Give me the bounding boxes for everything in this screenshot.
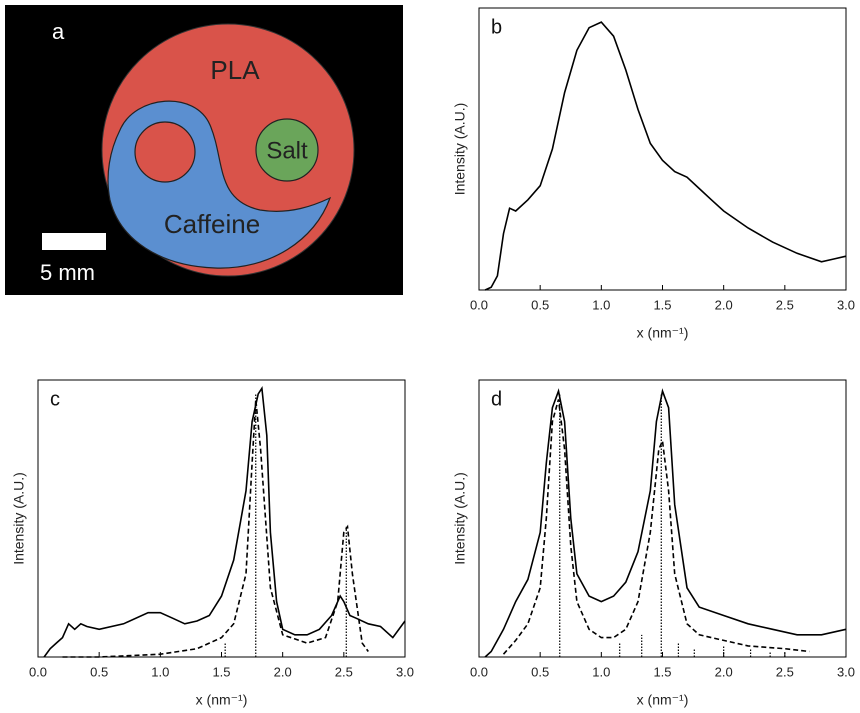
x-tick-label: 2.5 [335,664,353,679]
x-tick-label: 1.0 [592,297,610,312]
y-axis-label: Intensity (A.U.) [11,472,27,565]
x-tick-label: 2.5 [776,664,794,679]
x-tick-label: 0.0 [470,664,488,679]
salt-circle [255,118,319,182]
x-tick-label: 2.0 [274,664,292,679]
region-label: Caffeine [164,209,260,239]
x-tick-label: 1.5 [212,664,230,679]
x-tick-label: 3.0 [837,664,855,679]
x-tick-label: 2.5 [776,297,794,312]
solid-line [484,388,847,658]
x-axis-label: x (nm⁻¹) [637,325,689,341]
scale-bar-label: 5 mm [40,260,95,285]
plot-frame [478,7,847,291]
x-tick-label: 1.5 [653,297,671,312]
panel-label: a [52,19,65,44]
panel-label: b [491,16,502,38]
chart-panel: 0.0 0.5 1.0 1.5 2.0 2.5 3.0 x (nm⁻¹) Intensity (… [452,7,855,341]
x-tick-label: 0.0 [29,664,47,679]
solid-line [43,385,406,658]
y-axis-label: Intensity (A.U.) [452,472,468,565]
chart-panel: 0.0 0.5 1.0 1.5 2.0 2.5 3.0 x (nm⁻¹) Intensity (… [452,379,855,708]
x-tick-label: 0.5 [531,297,549,312]
x-tick-label: 3.0 [396,664,414,679]
dashed-line [502,399,810,655]
solid-line [484,21,847,291]
x-tick-label: 2.0 [715,297,733,312]
x-tick-label: 1.5 [653,664,671,679]
x-tick-label: 1.0 [151,664,169,679]
chart-panel: 0.0 0.5 1.0 1.5 2.0 2.5 3.0 x (nm⁻¹) Intensity (… [11,379,414,708]
x-tick-label: 2.0 [715,664,733,679]
x-axis-label: x (nm⁻¹) [637,692,689,708]
region-label: Salt [266,137,308,164]
x-tick-label: 0.5 [531,664,549,679]
panel-label: c [50,388,60,410]
y-axis-label: Intensity (A.U.) [452,103,468,196]
plot-frame [478,379,847,658]
x-tick-label: 1.0 [592,664,610,679]
region-label: PLA [210,55,260,85]
x-tick-label: 0.0 [470,297,488,312]
panel-a: a PLA Salt Caffeine 5 mm [5,5,403,295]
x-tick-label: 3.0 [837,297,855,312]
panel-label: d [491,388,502,410]
x-axis-label: x (nm⁻¹) [196,692,248,708]
scale-bar [42,233,106,250]
pla-inner-circle [134,121,196,183]
x-tick-label: 0.5 [90,664,108,679]
dashed-line [62,399,369,658]
